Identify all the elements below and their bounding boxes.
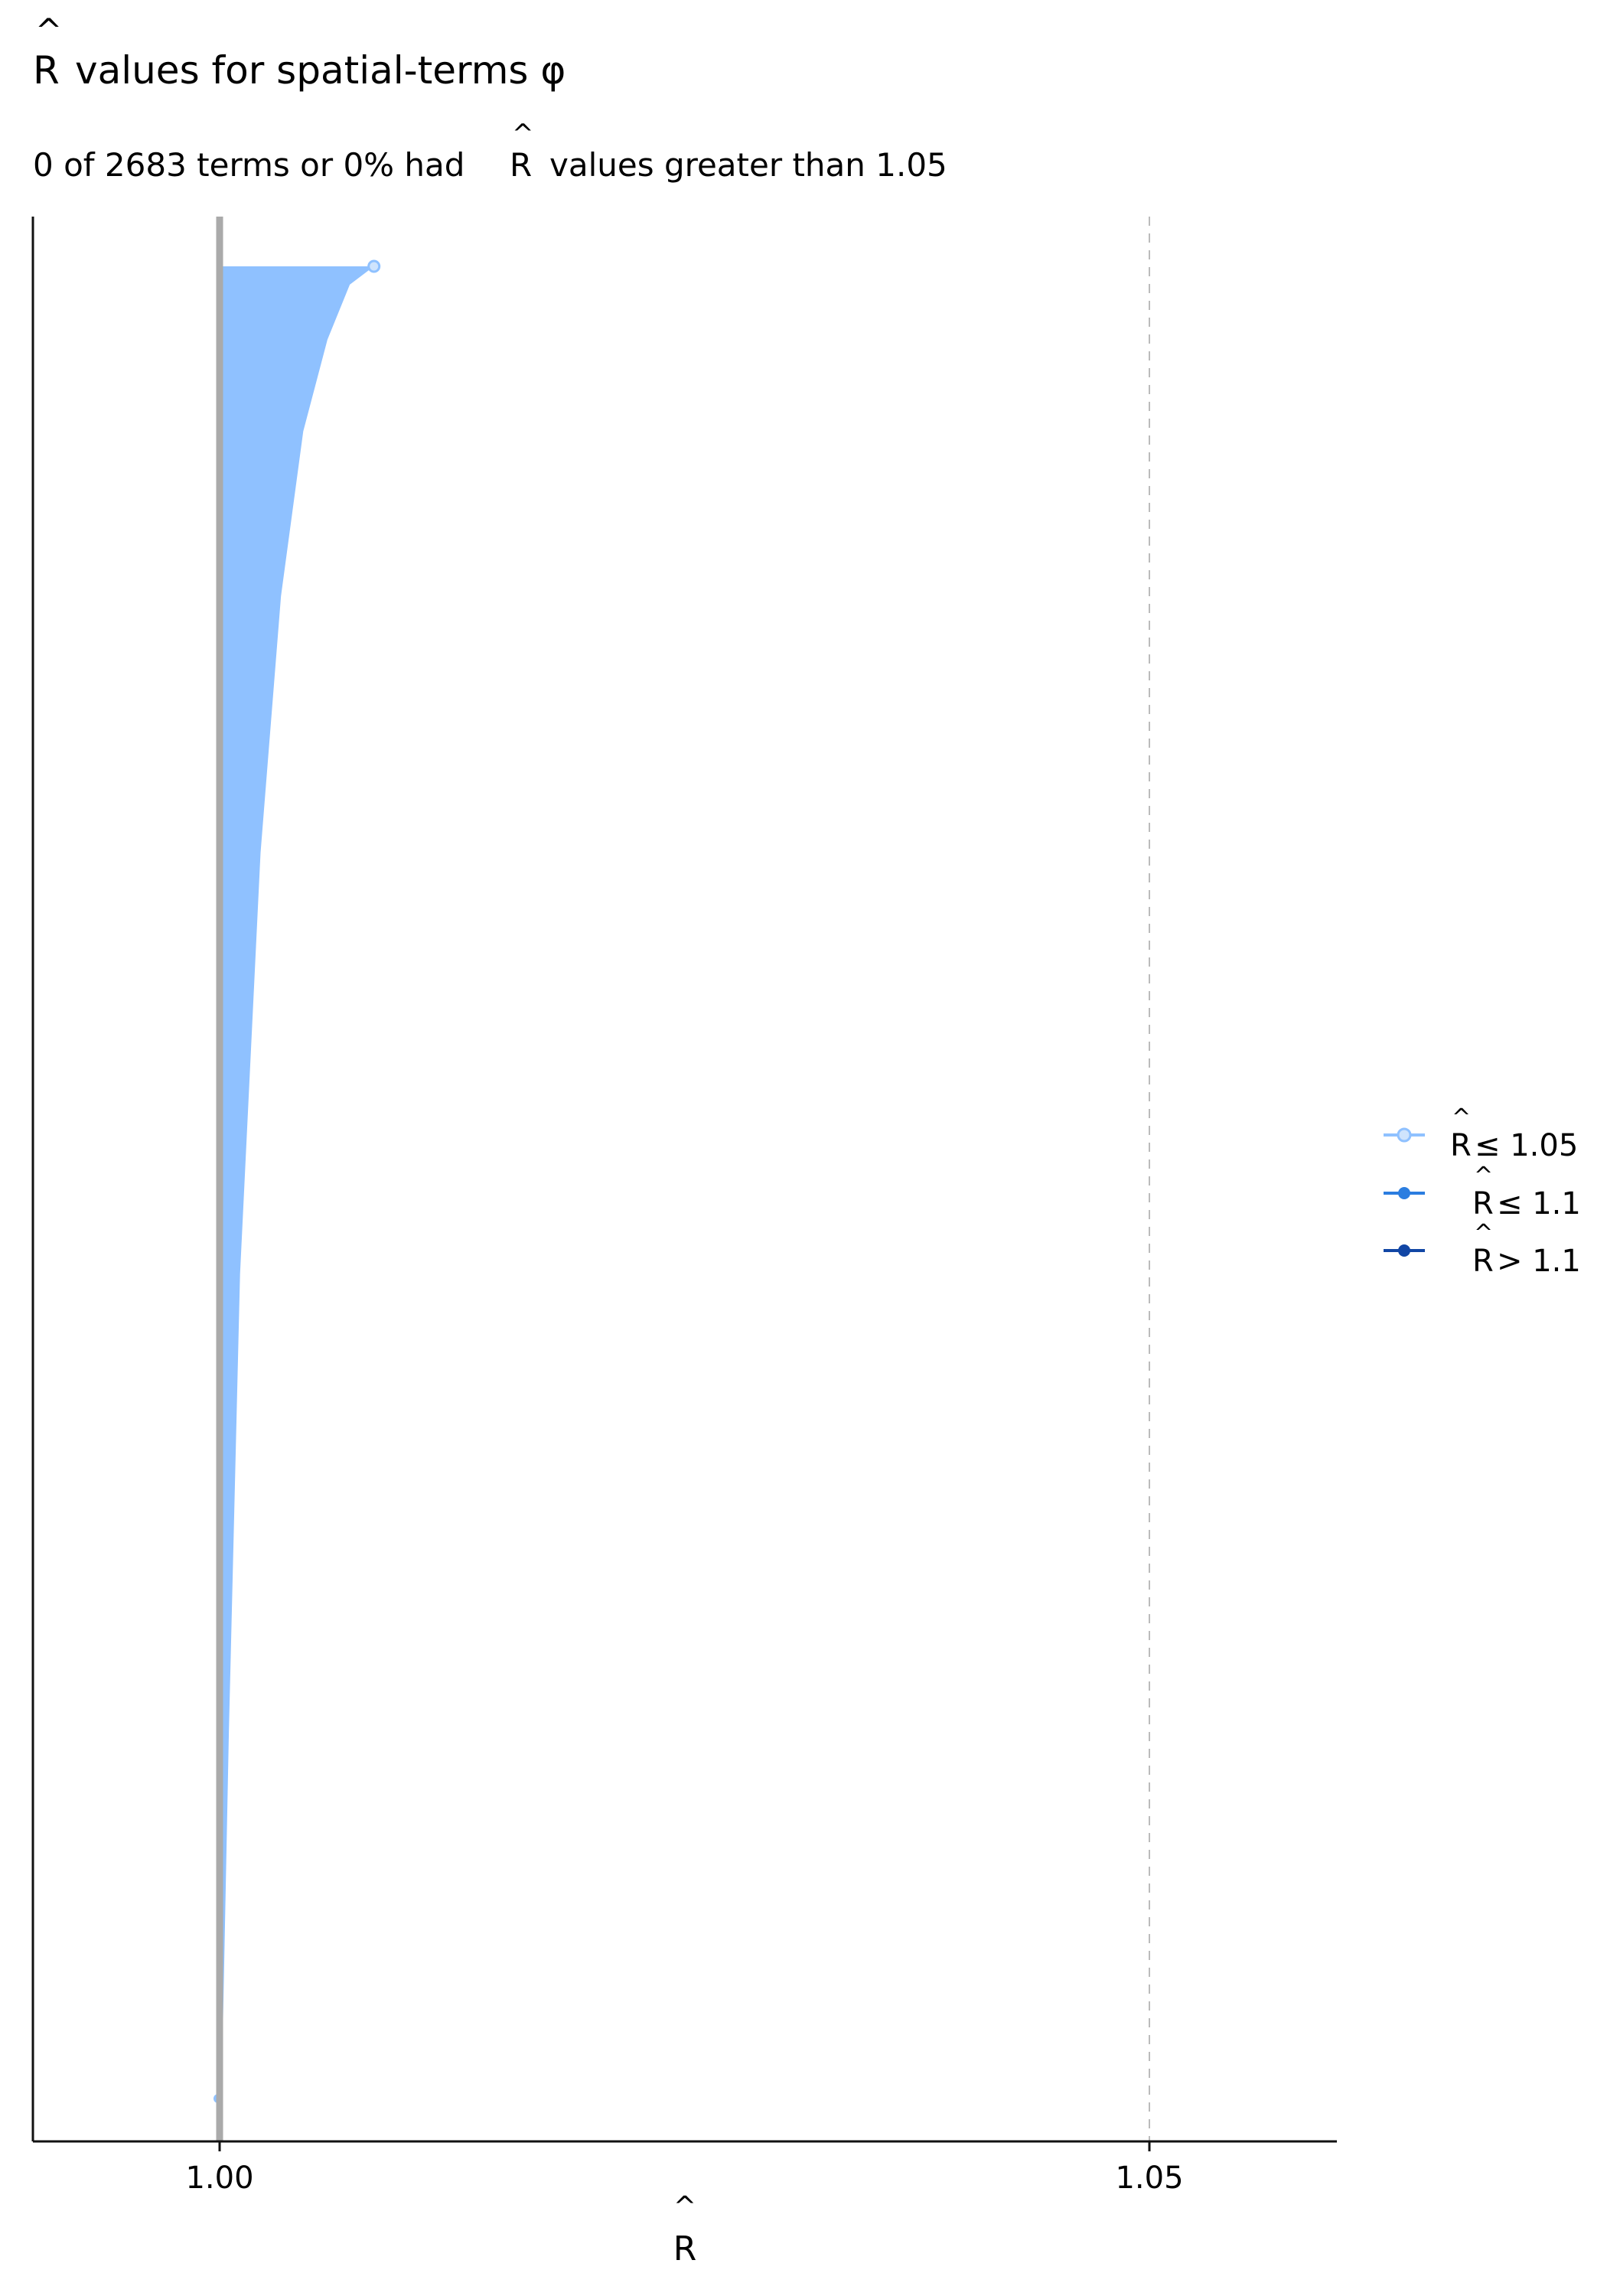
legend-hat-letter: R bbox=[1472, 1186, 1494, 1221]
subtitle-text-end: values greater than 1.05 bbox=[549, 146, 947, 184]
x-tick-label: 1.00 bbox=[185, 2161, 253, 2196]
title-hat-symbol: ^ bbox=[35, 11, 62, 49]
chart-title: ^ R values for spatial-terms φ bbox=[33, 11, 566, 93]
x-tick-label: 1.05 bbox=[1115, 2161, 1183, 2196]
subtitle-text-start: 0 of 2683 terms or 0% had bbox=[33, 146, 464, 184]
chart-subtitle: 0 of 2683 terms or 0% had ^ R values gre… bbox=[33, 119, 947, 184]
legend-item-rhat-le-1-05: ^ R ≤ 1.05 bbox=[1384, 1104, 1578, 1163]
legend-hat-symbol: ^ bbox=[1452, 1104, 1471, 1131]
legend-key-point bbox=[1398, 1187, 1410, 1199]
legend-item-rhat-gt-1-1: ^ R > 1.1 bbox=[1384, 1220, 1581, 1279]
legend-key-point bbox=[1398, 1244, 1410, 1257]
x-axis-label: ^ R bbox=[673, 2191, 697, 2268]
rhat-max-point bbox=[367, 259, 381, 273]
legend-hat-symbol: ^ bbox=[1474, 1220, 1493, 1247]
x-label-letter: R bbox=[673, 2229, 697, 2268]
legend-key-point bbox=[1397, 1127, 1412, 1143]
x-label-hat-symbol: ^ bbox=[673, 2191, 696, 2223]
legend-hat-letter: R bbox=[1450, 1128, 1472, 1163]
legend: ^ R ≤ 1.05 ^ R ≤ 1.1 ^ R > 1.1 bbox=[1384, 1104, 1581, 1279]
legend-item-rhat-le-1-1: ^ R ≤ 1.1 bbox=[1384, 1163, 1581, 1221]
title-hat-letter: R bbox=[33, 48, 60, 93]
x-axis: 1.00 1.05 bbox=[185, 2141, 1184, 2196]
legend-label: > 1.1 bbox=[1497, 1244, 1581, 1279]
legend-label: ≤ 1.05 bbox=[1475, 1128, 1578, 1163]
legend-hat-letter: R bbox=[1472, 1244, 1494, 1279]
title-text: values for spatial-terms φ bbox=[75, 48, 566, 93]
legend-hat-symbol: ^ bbox=[1474, 1163, 1493, 1189]
rhat-distribution-area bbox=[220, 266, 374, 2099]
legend-label: ≤ 1.1 bbox=[1497, 1186, 1581, 1221]
plot-area bbox=[31, 217, 1337, 2143]
subtitle-hat-letter: R bbox=[510, 146, 532, 184]
subtitle-hat-symbol: ^ bbox=[512, 119, 534, 149]
